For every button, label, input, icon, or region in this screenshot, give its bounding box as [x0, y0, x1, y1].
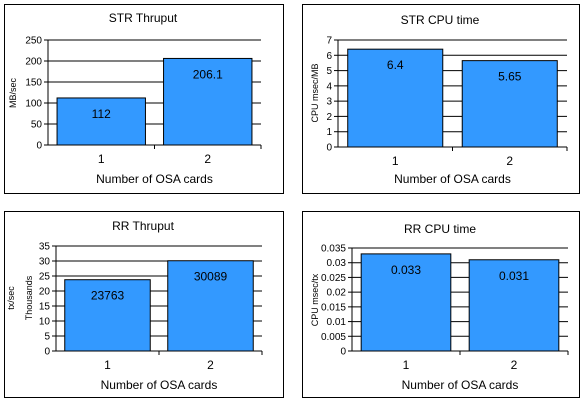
x-tick-label: 1 [392, 154, 399, 168]
chart-title: RR CPU time [404, 222, 476, 236]
y-tick-label: 2 [326, 112, 332, 123]
y-tick-label: 0.015 [321, 302, 346, 313]
y-axis-label: CPU msec/MB [310, 63, 320, 122]
y-tick-label: 0.035 [321, 244, 346, 255]
y-tick-label: 15 [39, 302, 51, 313]
y-tick-label: 4 [326, 81, 332, 92]
y-tick-label: 250 [25, 36, 42, 47]
data-label: 23763 [91, 289, 125, 303]
y-axis-label: Thousands [24, 275, 34, 320]
x-tick-label: 2 [506, 154, 513, 168]
y-tick-label: 50 [31, 120, 43, 131]
y-tick-label: 0.01 [327, 317, 347, 328]
x-axis-label: Number of OSA cards [402, 378, 519, 392]
y-tick-label: 5 [44, 332, 50, 343]
y-tick-label: 100 [25, 99, 42, 110]
y-tick-label: 0 [340, 347, 346, 358]
y-tick-label: 0.025 [321, 273, 346, 284]
data-label: 0.033 [391, 263, 421, 277]
x-tick-label: 1 [403, 358, 410, 372]
data-label: 30089 [194, 270, 228, 284]
y-axis-label: MB/sec [8, 78, 18, 109]
y-tick-label: 5 [326, 66, 332, 77]
x-axis-label: Number of OSA cards [96, 172, 213, 186]
bar [468, 259, 560, 352]
y-tick-label: 200 [25, 57, 42, 68]
x-tick-label: 1 [98, 152, 105, 166]
data-label: 0.031 [499, 269, 529, 283]
y-tick-label: 6 [326, 51, 332, 62]
y-tick-label: 0 [36, 141, 42, 152]
bar [56, 97, 146, 146]
y-tick-label: 30 [39, 257, 51, 268]
bar [347, 48, 444, 148]
data-label: 6.4 [387, 58, 404, 72]
x-tick-label: 1 [104, 358, 111, 372]
y-tick-label: 0 [326, 143, 332, 154]
chart-title: STR Thruput [109, 11, 178, 25]
bar [167, 260, 254, 352]
x-axis-label: Number of OSA cards [101, 378, 218, 392]
bar [360, 253, 452, 352]
y-axis-label: CPU msec/tx [310, 273, 320, 326]
bar [461, 60, 558, 148]
y-tick-label: 3 [326, 97, 332, 108]
data-label: 5.65 [498, 70, 522, 84]
x-axis-label: Number of OSA cards [394, 172, 511, 186]
y-tick-label: 10 [39, 317, 51, 328]
y-tick-label: 7 [326, 36, 332, 47]
y-tick-label: 0.02 [327, 288, 347, 299]
y-tick-label: 1 [326, 127, 332, 138]
data-label: 112 [92, 107, 111, 121]
x-tick-label: 2 [204, 152, 211, 166]
chart-title: RR Thruput [112, 219, 174, 233]
x-tick-label: 2 [207, 358, 214, 372]
y-tick-label: 20 [39, 287, 51, 298]
y-tick-label: 0.005 [321, 332, 346, 343]
y-tick-label: 0.03 [327, 258, 347, 269]
x-tick-label: 2 [511, 358, 518, 372]
y-tick-label: 0 [44, 347, 50, 358]
y-tick-label: 25 [39, 272, 51, 283]
chart-title: STR CPU time [401, 13, 480, 27]
y-tick-label: 35 [39, 242, 51, 253]
y-tick-label: 150 [25, 78, 42, 89]
data-label: 206.1 [193, 67, 223, 81]
y-axis-label: tx/sec [6, 286, 16, 310]
